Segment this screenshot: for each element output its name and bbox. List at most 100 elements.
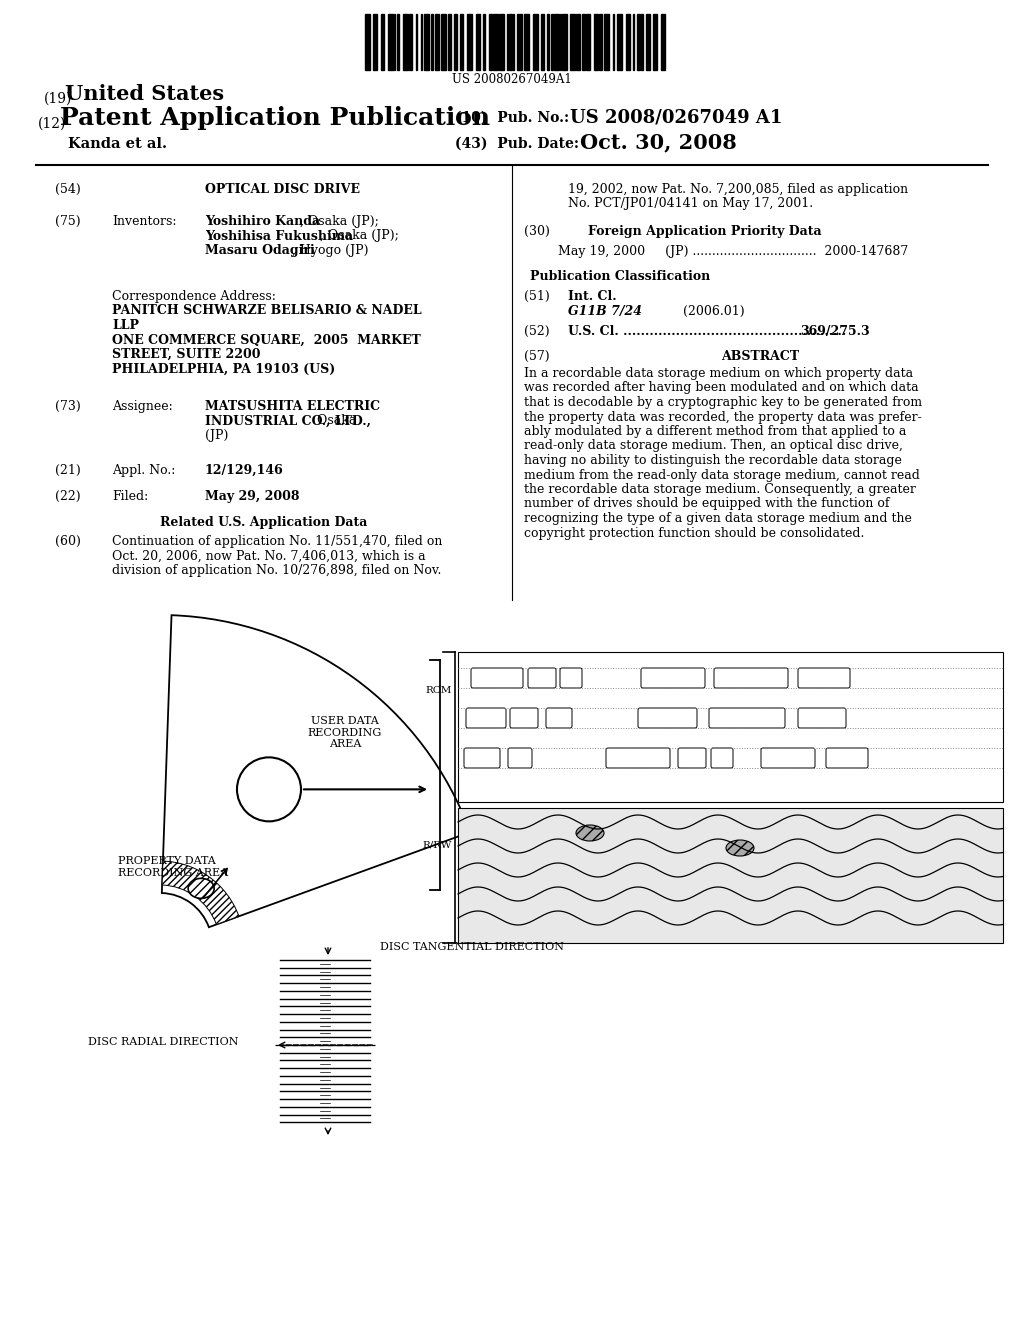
Bar — [594, 15, 598, 70]
Bar — [637, 15, 640, 70]
Bar — [653, 15, 657, 70]
Text: US 2008/0267049 A1: US 2008/0267049 A1 — [570, 108, 782, 125]
Text: division of application No. 10/276,898, filed on Nov.: division of application No. 10/276,898, … — [112, 564, 441, 577]
FancyBboxPatch shape — [641, 668, 705, 688]
Text: read-only data storage medium. Then, an optical disc drive,: read-only data storage medium. Then, an … — [524, 440, 903, 453]
Bar — [449, 15, 451, 70]
Text: , Osaka (JP);: , Osaka (JP); — [300, 215, 379, 228]
Text: number of drives should be equipped with the function of: number of drives should be equipped with… — [524, 498, 890, 511]
FancyBboxPatch shape — [761, 748, 815, 768]
FancyBboxPatch shape — [510, 708, 538, 729]
FancyBboxPatch shape — [638, 708, 697, 729]
Bar — [662, 15, 665, 70]
FancyBboxPatch shape — [709, 708, 785, 729]
Text: US 20080267049A1: US 20080267049A1 — [453, 73, 571, 86]
Bar — [646, 15, 650, 70]
Text: (54): (54) — [55, 183, 81, 195]
FancyBboxPatch shape — [508, 748, 532, 768]
Bar — [454, 15, 457, 70]
Text: OPTICAL DISC DRIVE: OPTICAL DISC DRIVE — [205, 183, 360, 195]
Text: having no ability to distinguish the recordable data storage: having no ability to distinguish the rec… — [524, 454, 902, 467]
FancyBboxPatch shape — [606, 748, 670, 768]
FancyBboxPatch shape — [528, 668, 556, 688]
Bar — [409, 15, 412, 70]
Text: that is decodable by a cryptographic key to be generated from: that is decodable by a cryptographic key… — [524, 396, 923, 409]
Text: USER DATA
RECORDING
AREA: USER DATA RECORDING AREA — [308, 717, 382, 750]
Text: Oct. 30, 2008: Oct. 30, 2008 — [580, 132, 736, 152]
Text: (19): (19) — [44, 92, 73, 106]
Text: (43)  Pub. Date:: (43) Pub. Date: — [455, 137, 579, 150]
Bar — [489, 15, 492, 70]
Bar — [617, 15, 622, 70]
Text: R/RW: R/RW — [423, 841, 452, 850]
Text: (10)  Pub. No.:: (10) Pub. No.: — [455, 111, 569, 125]
FancyBboxPatch shape — [471, 668, 523, 688]
Text: DISC RADIAL DIRECTION: DISC RADIAL DIRECTION — [88, 1038, 239, 1047]
Text: Publication Classification: Publication Classification — [529, 271, 710, 282]
Text: the recordable data storage medium. Consequently, a greater: the recordable data storage medium. Cons… — [524, 483, 915, 496]
Text: Filed:: Filed: — [112, 490, 148, 503]
Bar — [458, 808, 1002, 942]
Text: (JP): (JP) — [205, 429, 228, 442]
Text: Yoshihiro Kanda: Yoshihiro Kanda — [205, 215, 321, 228]
Bar — [441, 15, 446, 70]
Bar — [388, 15, 393, 70]
Text: (75): (75) — [55, 215, 81, 228]
Text: Continuation of application No. 11/551,470, filed on: Continuation of application No. 11/551,4… — [112, 535, 442, 548]
Text: 12/129,146: 12/129,146 — [205, 465, 284, 477]
Bar — [467, 15, 472, 70]
Text: In a recordable data storage medium on which property data: In a recordable data storage medium on w… — [524, 367, 913, 380]
Text: U.S. Cl. ...................................................: U.S. Cl. ...............................… — [568, 325, 851, 338]
Text: Foreign Application Priority Data: Foreign Application Priority Data — [588, 224, 821, 238]
Bar — [575, 15, 580, 70]
Bar — [460, 15, 463, 70]
Text: Assignee:: Assignee: — [112, 400, 173, 413]
Text: , Osaka (JP);: , Osaka (JP); — [319, 230, 399, 243]
Bar — [476, 15, 480, 70]
Bar — [570, 15, 575, 70]
FancyBboxPatch shape — [711, 748, 733, 768]
Bar — [524, 15, 529, 70]
Bar — [381, 15, 384, 70]
FancyBboxPatch shape — [798, 668, 850, 688]
Text: (51): (51) — [524, 290, 550, 304]
Bar — [424, 15, 429, 70]
Text: Oct. 20, 2006, now Pat. No. 7,406,013, which is a: Oct. 20, 2006, now Pat. No. 7,406,013, w… — [112, 549, 426, 562]
Text: 369/275.3: 369/275.3 — [800, 325, 869, 338]
Text: copyright protection function should be consolidated.: copyright protection function should be … — [524, 527, 864, 540]
Bar — [534, 15, 538, 70]
Text: Yoshihisa Fukushima: Yoshihisa Fukushima — [205, 230, 353, 243]
Text: MATSUSHITA ELECTRIC: MATSUSHITA ELECTRIC — [205, 400, 380, 413]
Text: May 19, 2000     (JP) ................................  2000-147687: May 19, 2000 (JP) ......................… — [558, 244, 908, 257]
Text: Int. Cl.: Int. Cl. — [568, 290, 616, 304]
Text: (52): (52) — [524, 325, 550, 338]
Text: ably modulated by a different method from that applied to a: ably modulated by a different method fro… — [524, 425, 906, 438]
FancyBboxPatch shape — [560, 668, 582, 688]
FancyBboxPatch shape — [464, 748, 500, 768]
Bar — [582, 15, 585, 70]
Bar — [431, 15, 433, 70]
Text: DISC TANGENTIAL DIRECTION: DISC TANGENTIAL DIRECTION — [380, 942, 564, 952]
Bar — [541, 15, 544, 70]
Text: (30): (30) — [524, 224, 550, 238]
Text: Patent Application Publication: Patent Application Publication — [60, 106, 490, 129]
Ellipse shape — [726, 840, 754, 855]
Bar — [365, 15, 370, 70]
FancyBboxPatch shape — [798, 708, 846, 729]
Text: RCM: RCM — [426, 686, 452, 696]
Bar — [626, 15, 630, 70]
Bar — [562, 15, 567, 70]
Text: ONE COMMERCE SQUARE,  2005  MARKET: ONE COMMERCE SQUARE, 2005 MARKET — [112, 334, 421, 346]
Text: PHILADELPHIA, PA 19103 (US): PHILADELPHIA, PA 19103 (US) — [112, 363, 335, 375]
Text: (12): (12) — [38, 117, 67, 131]
Text: recognizing the type of a given data storage medium and the: recognizing the type of a given data sto… — [524, 512, 912, 525]
Text: (57): (57) — [524, 350, 550, 363]
Text: , Hyogo (JP): , Hyogo (JP) — [292, 244, 369, 257]
Text: May 29, 2008: May 29, 2008 — [205, 490, 299, 503]
Text: Inventors:: Inventors: — [112, 215, 176, 228]
Text: (60): (60) — [55, 535, 81, 548]
Text: (21): (21) — [55, 465, 81, 477]
Bar — [373, 15, 377, 70]
Text: (2006.01): (2006.01) — [643, 305, 744, 318]
Text: G11B 7/24: G11B 7/24 — [568, 305, 642, 318]
